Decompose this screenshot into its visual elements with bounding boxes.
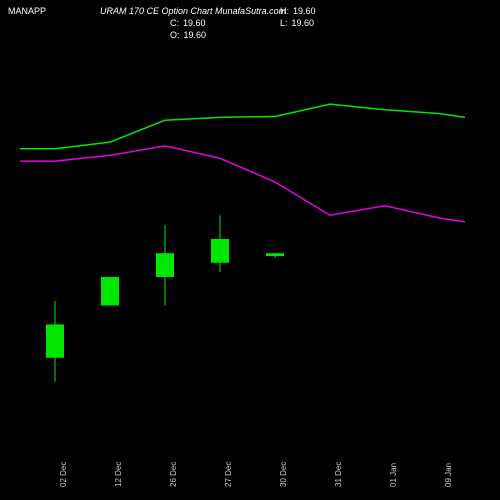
x-axis-tick-label: 01 Jan xyxy=(389,463,398,487)
low-value: L: 19.60 xyxy=(280,18,316,28)
candle-body xyxy=(156,253,174,277)
x-axis-tick-label: 02 Dec xyxy=(59,462,68,487)
chart-svg xyxy=(35,30,450,410)
x-axis-tick-label: 26 Dec xyxy=(169,462,178,487)
close-value: C: 19.60 xyxy=(170,18,206,28)
chart-plot-area xyxy=(35,30,450,410)
h-value: 19.60 xyxy=(293,6,316,16)
candle-body xyxy=(101,277,119,306)
x-axis-tick-label: 30 Dec xyxy=(279,462,288,487)
ohlc-block-left: C: 19.60 xyxy=(170,18,206,28)
candle-body xyxy=(266,253,284,256)
candle-body xyxy=(46,325,64,358)
x-axis-tick-label: 31 Dec xyxy=(334,462,343,487)
symbol-label: MANAPP xyxy=(8,6,46,16)
chart-title: URAM 170 CE Option Chart MunafaSutra.com xyxy=(100,6,286,16)
ohlc-block-right: H: 19.60 L: 19.60 xyxy=(280,6,316,28)
c-value: 19.60 xyxy=(183,18,206,28)
h-label: H: xyxy=(280,6,289,16)
x-axis-labels: 02 Dec 12 Dec 26 Dec 27 Dec 30 Dec 31 Dec 01 J… xyxy=(35,432,450,492)
x-axis-tick-label: 12 Dec xyxy=(114,462,123,487)
upper-line xyxy=(20,104,465,149)
high-value: H: 19.60 xyxy=(280,6,316,16)
c-label: C: xyxy=(170,18,179,28)
l-value: 19.60 xyxy=(292,18,315,28)
lower-line xyxy=(20,146,465,222)
x-axis-tick-label: 09 Jan xyxy=(444,463,453,487)
x-axis-tick-label: 27 Dec xyxy=(224,462,233,487)
candle-body xyxy=(211,239,229,263)
l-label: L: xyxy=(280,18,288,28)
